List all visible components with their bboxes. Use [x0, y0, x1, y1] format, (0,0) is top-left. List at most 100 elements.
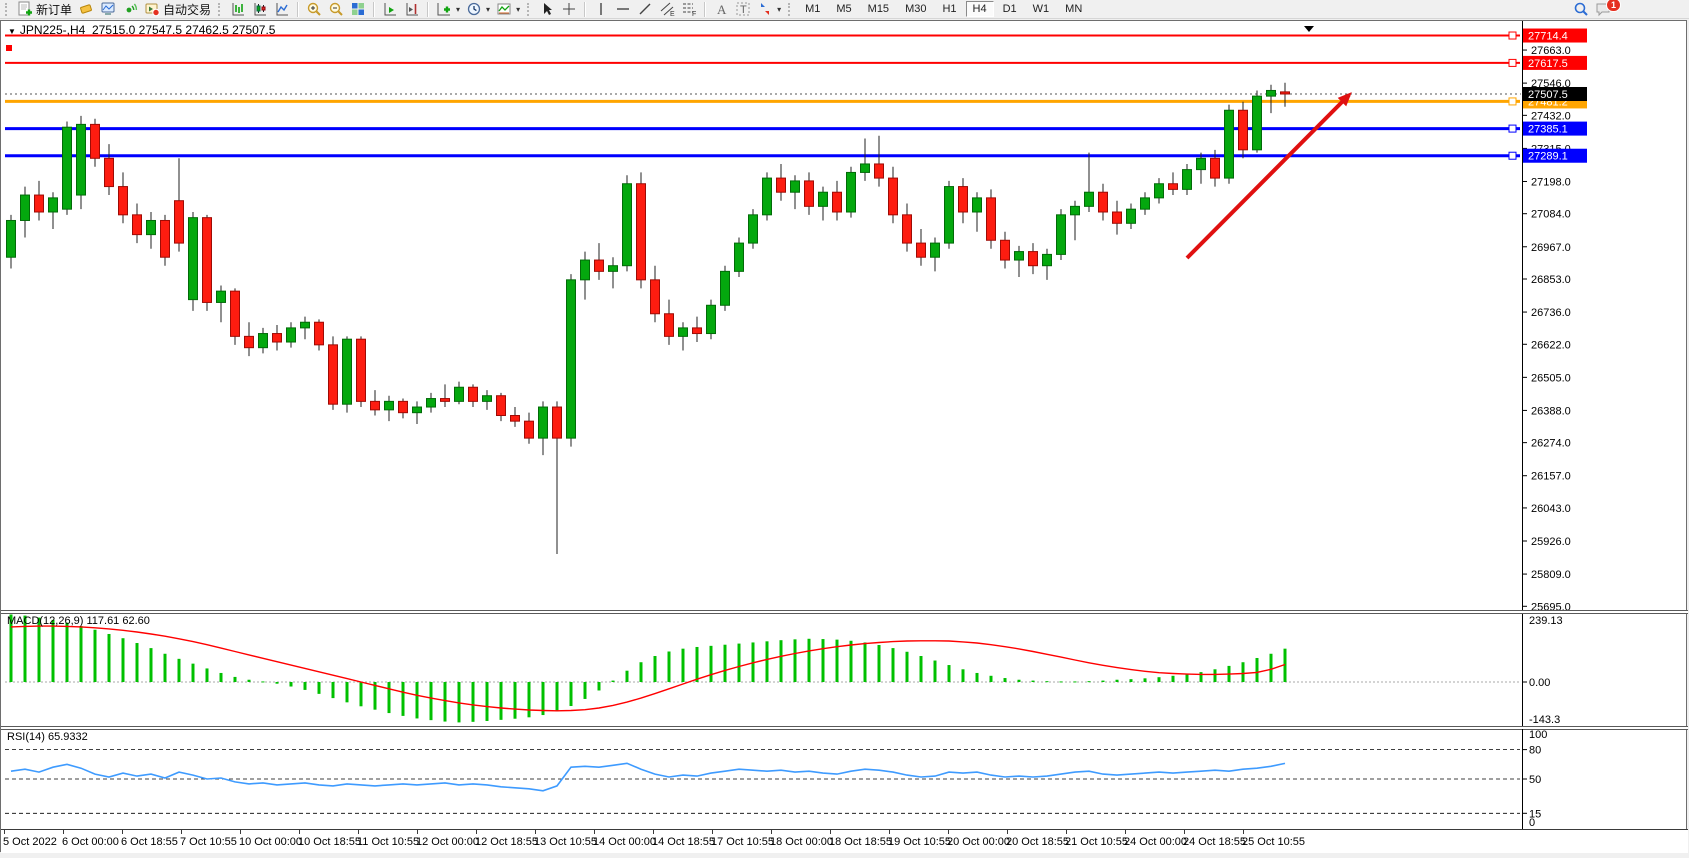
chart-shift-button[interactable]	[402, 1, 422, 18]
time-label: 6 Oct 00:00	[62, 836, 119, 848]
time-label: 25 Oct 10:55	[1242, 836, 1305, 848]
symbol-dropdown-icon[interactable]: ▼	[8, 27, 16, 36]
rsi-axis-label: 50	[1529, 774, 1541, 786]
price-badges: 27714.427617.527481.227385.127289.127507…	[1523, 28, 1587, 163]
time-tick	[4, 830, 5, 834]
price-tick-label: 27084.0	[1531, 209, 1571, 221]
rsi-panel-canvas[interactable]: 100 80 50 150	[1, 729, 1688, 829]
bar-chart-button[interactable]	[228, 1, 248, 18]
text-tool-button[interactable]: A	[711, 1, 731, 18]
vertical-line-tool-button[interactable]	[591, 1, 611, 18]
time-tick	[712, 830, 713, 834]
time-tick	[1125, 830, 1126, 834]
panel-separator[interactable]	[1, 726, 1688, 730]
cursor-tool-button[interactable]	[537, 1, 557, 18]
candlestick-chart-icon	[254, 3, 267, 16]
macd-panel-canvas[interactable]: 239.13 0.00 -143.3	[1, 614, 1688, 726]
time-tick	[181, 830, 182, 834]
text-label-icon: T	[736, 2, 750, 16]
time-label: 18 Oct 00:00	[770, 836, 833, 848]
cursor-icon	[544, 3, 553, 15]
market-watch-icon	[78, 1, 94, 17]
time-tick	[948, 830, 949, 834]
timeframe-d1[interactable]: D1	[1002, 3, 1017, 15]
candlestick-chart-button[interactable]	[250, 1, 270, 18]
auto-scroll-button[interactable]	[380, 1, 400, 18]
templates-button[interactable]: ▾	[494, 1, 522, 18]
line-chart-button[interactable]	[272, 1, 292, 18]
timeframe-mn[interactable]: MN	[1065, 3, 1083, 15]
time-label: 20 Oct 00:00	[947, 836, 1010, 848]
zoom-in-icon	[307, 2, 321, 16]
zoom-out-icon	[329, 2, 343, 16]
toolbar-grip[interactable]	[788, 2, 793, 16]
macd-histogram	[9, 614, 1287, 723]
timeframe-h4[interactable]: H4	[965, 1, 994, 17]
trendline-tool-button[interactable]	[635, 1, 655, 18]
price-chart-canvas[interactable]: 27663.027546.027432.027315.027198.027084…	[1, 21, 1688, 610]
chart-shift-icon	[406, 3, 419, 16]
time-tick	[63, 830, 64, 834]
tile-windows-button[interactable]	[348, 1, 368, 18]
timeframe-m30[interactable]: M30	[905, 3, 927, 15]
horizontal-line-tool-button[interactable]	[613, 1, 633, 18]
template-icon	[497, 3, 511, 15]
notifications-button[interactable]: 1	[1593, 0, 1621, 18]
chevron-down-icon: ▾	[486, 4, 491, 14]
svg-text:E: E	[670, 11, 675, 17]
arrows-tool-button[interactable]: ▾	[755, 1, 783, 18]
timeframe-m5[interactable]: M5	[836, 3, 852, 15]
time-label: 10 Oct 18:55	[298, 836, 361, 848]
macd-max-label: 239.13	[1529, 615, 1563, 627]
indicators-button[interactable]: ▾	[434, 1, 462, 18]
zoom-out-button[interactable]	[326, 1, 346, 18]
macd-min-label: -143.3	[1529, 714, 1560, 726]
time-tick	[299, 830, 300, 834]
timeframe-w1[interactable]: W1	[1032, 3, 1050, 15]
time-tick	[594, 830, 595, 834]
navigator-button[interactable]	[98, 1, 118, 18]
time-tick	[1066, 830, 1067, 834]
crosshair-tool-button[interactable]	[559, 1, 579, 18]
toolbar-grip[interactable]	[527, 2, 532, 16]
market-watch-button[interactable]	[76, 1, 96, 18]
autotrading-label: 自动交易	[163, 2, 212, 17]
timeframe-m15[interactable]: M15	[867, 3, 890, 15]
time-label: 24 Oct 18:55	[1183, 836, 1246, 848]
price-tick-label: 27432.0	[1531, 110, 1571, 122]
macd-zero-label: 0.00	[1529, 677, 1550, 689]
vertical-line-icon	[600, 3, 602, 15]
svg-text:T: T	[740, 4, 747, 16]
rsi-axis-label: 100	[1529, 729, 1547, 741]
price-axis[interactable]: 27663.027546.027432.027315.027198.027084…	[1522, 45, 1571, 610]
time-label: 21 Oct 10:55	[1065, 836, 1128, 848]
level-lines[interactable]	[5, 31, 1520, 160]
equidistant-channel-tool-button[interactable]: E	[657, 1, 677, 18]
toolbar-grip[interactable]	[5, 2, 10, 16]
search-button[interactable]	[1571, 1, 1591, 18]
timeframe-h1[interactable]: H1	[942, 3, 957, 15]
periods-button[interactable]: ▾	[464, 1, 492, 18]
timeframe-m1[interactable]: M1	[805, 3, 821, 15]
time-label: 14 Oct 00:00	[593, 836, 656, 848]
new-order-icon	[17, 1, 33, 17]
macd-indicator-label: MACD(12,26,9) 117.61 62.60	[7, 615, 150, 627]
time-axis[interactable]: 5 Oct 2022 6 Oct 00:00 6 Oct 18:55 7 Oct 10…	[1, 829, 1688, 853]
chevron-down-icon: ▾	[516, 4, 521, 14]
notification-badge: 1	[1605, 0, 1621, 12]
fibonacci-tool-button[interactable]: F	[679, 1, 699, 18]
signals-button[interactable]	[120, 1, 140, 18]
rsi-axis-label: 80	[1529, 745, 1541, 757]
ohlc-readout: 27515.0 27547.5 27462.5 27507.5	[91, 23, 276, 37]
main-toolbar: 新订单 自动交易 ▾ ▾ ▾	[0, 0, 1689, 19]
time-label: 12 Oct 00:00	[416, 836, 479, 848]
text-label-tool-button[interactable]: T	[733, 1, 753, 18]
signal-icon	[122, 1, 138, 17]
panel-separator[interactable]	[1, 610, 1688, 614]
new-order-button[interactable]: 新订单	[15, 1, 74, 18]
autotrading-button[interactable]: 自动交易	[142, 1, 213, 18]
navigator-icon	[100, 1, 116, 17]
zoom-in-button[interactable]	[304, 1, 324, 18]
line-handle	[6, 45, 12, 51]
toolbar-grip[interactable]	[218, 2, 223, 16]
